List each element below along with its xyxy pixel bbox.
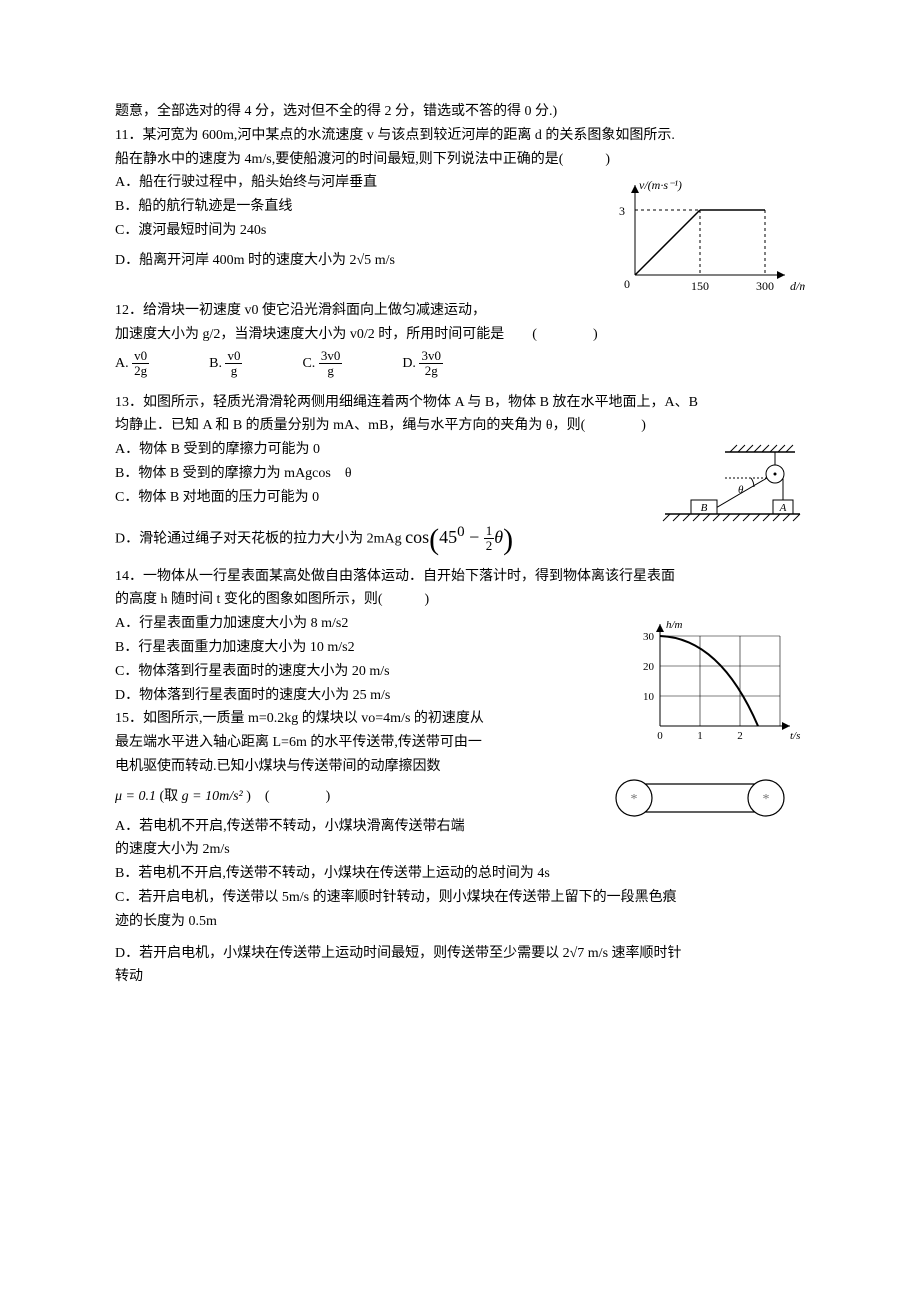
q11-xt1: 150 bbox=[691, 279, 709, 293]
q14-stem1: 14．一物体从一行星表面某高处做自由落体运动．自开始下落计时，得到物体离该行星表… bbox=[115, 565, 805, 589]
q13-optD-pre: D．滑轮通过绳子对天花板的拉力大小为 2mAg bbox=[115, 531, 402, 546]
q11-ytick: 3 bbox=[619, 204, 625, 218]
q15-optC2: 迹的长度为 0.5m bbox=[115, 910, 805, 934]
q14-ylabel: h/m bbox=[666, 619, 683, 631]
q12-stem1: 12．给滑块一初速度 v0 使它沿光滑斜面向上做匀减速运动， bbox=[115, 299, 805, 323]
svg-text:2: 2 bbox=[737, 730, 743, 742]
q12-optA: A. v02g bbox=[115, 349, 149, 379]
svg-text:0: 0 bbox=[657, 730, 663, 742]
q13-optD-expr: cos(450 − 12θ) bbox=[405, 527, 513, 547]
q15-optD2: 转动 bbox=[115, 965, 805, 989]
q14-chart: 10 20 30 0 1 2 t/s h/m bbox=[630, 616, 805, 746]
svg-text:0: 0 bbox=[624, 277, 630, 291]
q11-optD-post: m/s bbox=[375, 253, 395, 268]
q13-A: A bbox=[779, 502, 787, 514]
q13-theta: θ bbox=[738, 484, 744, 496]
q11-ylabel: v/(m·s⁻¹) bbox=[639, 178, 682, 192]
q12-stem2: 加速度大小为 g/2，当滑块速度大小为 v0/2 时，所用时间可能是 ( ) bbox=[115, 323, 805, 347]
svg-text:10: 10 bbox=[643, 691, 655, 703]
q12-options: A. v02g B. v0g C. 3v0g D. 3v02g bbox=[115, 349, 805, 379]
svg-text:*: * bbox=[631, 792, 638, 807]
q11-optD-val: 2√5 bbox=[350, 253, 372, 268]
q12-optC: C. 3v0g bbox=[302, 349, 342, 379]
q14-stem2: 的高度 h 随时间 t 变化的图象如图所示，则( ) bbox=[115, 588, 805, 612]
q13-figure: θ A B bbox=[655, 442, 805, 537]
q15-optC1: C．若开启电机，传送带以 5m/s 的速率顺时针转动，则小煤块在传送带上留下的一… bbox=[115, 886, 805, 910]
q11-xlabel: d/m bbox=[790, 279, 805, 293]
q13-B: B bbox=[701, 502, 708, 514]
q13-stem1: 13．如图所示，轻质光滑滑轮两侧用细绳连着两个物体 A 与 B，物体 B 放在水… bbox=[115, 391, 805, 415]
q11-stem2: 船在静水中的速度为 4m/s,要使船渡河的时间最短,则下列说法中正确的是( ) bbox=[115, 148, 805, 172]
q15-figure: * * bbox=[595, 769, 805, 829]
q11-xt2: 300 bbox=[756, 279, 774, 293]
q11-optD-pre: D．船离开河岸 400m 时的速度大小为 bbox=[115, 253, 346, 268]
svg-text:1: 1 bbox=[697, 730, 703, 742]
q15-optA2: 的速度大小为 2m/s bbox=[115, 838, 805, 862]
q13-stem2: 均静止．已知 A 和 B 的质量分别为 mA、mB，绳与水平方向的夹角为 θ，则… bbox=[115, 414, 805, 438]
q15-optD: D．若开启电机，小煤块在传送带上运动时间最短，则传送带至少需要以 2√7 m/s… bbox=[115, 942, 805, 966]
q11-stem1: 11．某河宽为 600m,河中某点的水流速度 v 与该点到较近河岸的距离 d 的… bbox=[115, 124, 805, 148]
intro-text: 题意，全部选对的得 4 分，选对但不全的得 2 分，错选或不答的得 0 分.) bbox=[115, 100, 805, 124]
svg-text:*: * bbox=[763, 792, 770, 807]
svg-text:30: 30 bbox=[643, 631, 655, 643]
q12-optD: D. 3v02g bbox=[402, 349, 443, 379]
q12-optB: B. v0g bbox=[209, 349, 242, 379]
q15-optB: B．若电机不开启,传送带不转动，小煤块在传送带上运动的总时间为 4s bbox=[115, 862, 805, 886]
svg-text:20: 20 bbox=[643, 661, 655, 673]
q14-xlabel: t/s bbox=[790, 730, 800, 742]
q11-chart: 3 0 150 300 d/m v/(m·s⁻¹) bbox=[605, 175, 805, 295]
